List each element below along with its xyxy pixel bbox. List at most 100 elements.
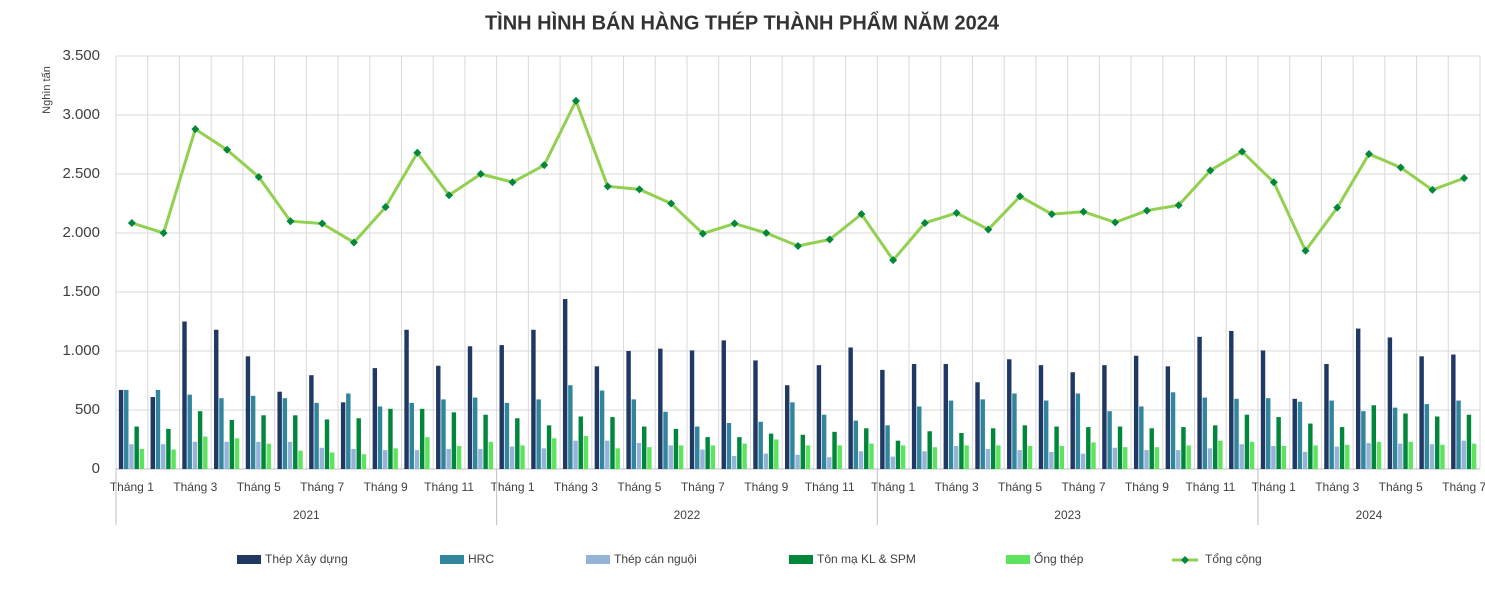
- bar: [1371, 405, 1376, 469]
- bar: [1345, 444, 1350, 469]
- line-marker: [191, 125, 200, 134]
- line-marker: [857, 210, 866, 219]
- bar: [483, 414, 488, 469]
- bar: [594, 366, 600, 469]
- bar: [805, 445, 811, 469]
- bar: [203, 436, 208, 469]
- bar: [864, 428, 869, 469]
- x-tick-label: Tháng 11: [805, 480, 855, 494]
- bar: [504, 402, 510, 469]
- bar: [1392, 407, 1398, 469]
- x-tick-label: Tháng 11: [424, 480, 474, 494]
- bar: [1117, 426, 1123, 469]
- bar: [784, 385, 790, 469]
- bar: [1123, 447, 1128, 469]
- line-marker: [698, 229, 707, 238]
- bar: [1102, 365, 1107, 469]
- bar: [256, 441, 261, 469]
- bar: [319, 447, 325, 469]
- x-group-label: 2023: [1054, 508, 1081, 522]
- bar: [340, 402, 346, 469]
- bar: [531, 329, 536, 469]
- bar: [964, 445, 969, 469]
- bar: [197, 411, 203, 469]
- y-tick-label: 2.500: [62, 165, 100, 182]
- bar: [990, 428, 996, 469]
- bar: [499, 345, 504, 469]
- bar: [1260, 350, 1266, 469]
- bar: [726, 422, 732, 469]
- line-marker: [1364, 149, 1373, 158]
- bar: [975, 382, 980, 469]
- line-marker: [349, 238, 358, 247]
- bar: [1376, 441, 1382, 469]
- y-tick-label: 1.000: [62, 342, 100, 359]
- bar: [329, 452, 335, 469]
- line-marker: [318, 219, 327, 228]
- bar: [763, 453, 769, 469]
- bar: [139, 448, 145, 469]
- bar: [409, 402, 414, 469]
- bar: [927, 431, 932, 469]
- legend-label: Tổng cộng: [1205, 552, 1262, 566]
- x-tick-label: Tháng 3: [935, 480, 979, 494]
- legend-label: Ống thép: [1034, 551, 1084, 566]
- bar: [388, 408, 393, 469]
- bar: [234, 438, 240, 469]
- line-marker: [952, 208, 961, 217]
- bar: [245, 356, 251, 469]
- bar: [821, 414, 827, 469]
- bar: [980, 399, 985, 469]
- bar: [404, 329, 409, 469]
- bar: [922, 451, 927, 469]
- bar: [546, 425, 552, 469]
- line-marker: [1396, 163, 1405, 172]
- bar: [1361, 411, 1366, 469]
- bar: [1144, 450, 1149, 469]
- line-marker: [508, 178, 517, 187]
- bar: [599, 390, 605, 469]
- legend-swatch: [440, 555, 464, 564]
- bar: [948, 400, 954, 469]
- bar: [858, 451, 864, 469]
- bar: [869, 443, 874, 469]
- bar: [214, 329, 219, 469]
- bar: [1403, 413, 1408, 469]
- x-tick-label: Tháng 9: [1125, 480, 1169, 494]
- bar: [1075, 393, 1081, 469]
- bar: [583, 435, 589, 469]
- bar: [695, 426, 700, 469]
- y-tick-label: 2.000: [62, 224, 100, 241]
- bar: [229, 420, 235, 469]
- y-tick-label: 1.500: [62, 283, 100, 300]
- bar: [758, 421, 763, 469]
- bar: [1302, 451, 1308, 469]
- bar: [160, 444, 166, 469]
- line-marker: [1428, 185, 1437, 194]
- bar: [467, 346, 473, 469]
- bar: [150, 397, 155, 469]
- legend-swatch: [237, 555, 261, 564]
- bar: [346, 393, 351, 469]
- bar: [472, 397, 478, 469]
- bar: [605, 440, 610, 469]
- bar: [282, 398, 288, 469]
- bar: [890, 456, 895, 469]
- x-tick-label: Tháng 1: [871, 480, 915, 494]
- bar: [911, 363, 917, 469]
- x-group-label: 2021: [293, 508, 320, 522]
- bar: [250, 395, 256, 469]
- bar: [885, 425, 890, 469]
- bar: [1186, 445, 1191, 469]
- bar: [383, 450, 388, 469]
- bar: [266, 443, 271, 469]
- bar: [1049, 451, 1054, 469]
- line-marker: [286, 217, 295, 226]
- bar: [1170, 392, 1176, 469]
- x-group-label: 2022: [674, 508, 701, 522]
- bar: [187, 394, 192, 469]
- bar: [1281, 445, 1287, 469]
- bar: [832, 431, 837, 469]
- x-tick-label: Tháng 3: [1315, 480, 1359, 494]
